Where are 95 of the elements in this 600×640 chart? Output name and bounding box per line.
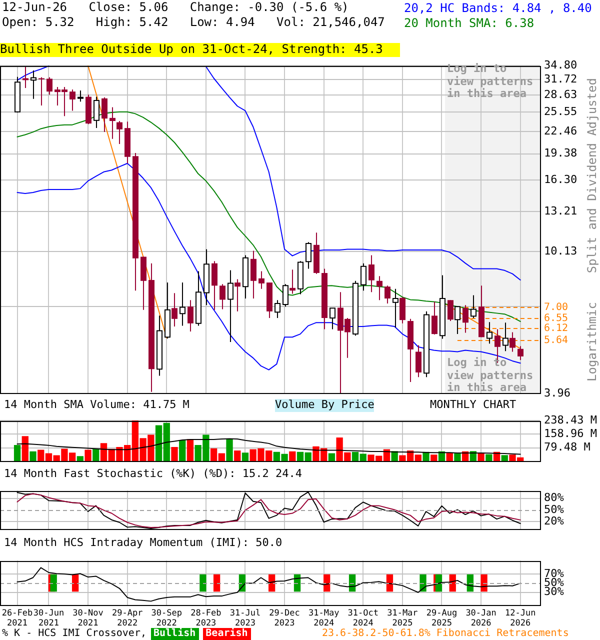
y-tick-label: 25.55: [544, 105, 578, 118]
candlestick: [462, 304, 468, 334]
bar: [430, 454, 438, 462]
candlestick: [110, 106, 116, 140]
x-tick-label: 12-Jun 2026: [504, 608, 536, 628]
bar: [478, 452, 484, 462]
y-tick-label: 80%: [544, 491, 564, 504]
bar: [446, 452, 453, 462]
x-tick-label: 30-Jun 2021: [33, 608, 64, 628]
candlestick: [258, 270, 264, 290]
x-tick-label: 28-Feb 2023: [190, 608, 222, 628]
y-tick-label: 20%: [544, 514, 564, 528]
candlestick: [384, 285, 390, 304]
candlestick: [518, 346, 524, 361]
y-tick-label: 34.80: [544, 58, 578, 72]
chart-title: 14 Month HCS Intraday Momentum (IMI): 50.0: [4, 536, 282, 550]
candlestick: [290, 269, 296, 294]
x-tick-label: 31-May 2024: [308, 608, 340, 628]
bar: [234, 450, 241, 462]
candlestick: [116, 120, 122, 144]
candlestick: [432, 301, 438, 336]
bar: [171, 447, 178, 462]
x-tick-label: 29-Aug 2025: [426, 608, 458, 628]
text: Logarithmic: [585, 302, 600, 382]
bar: [76, 456, 84, 462]
x-tick-label: 26-Feb 2021: [2, 608, 33, 628]
bar: [242, 452, 249, 462]
bar: [179, 440, 186, 462]
x-tick-label: 29-Dec 2023: [269, 608, 300, 628]
bar: [14, 444, 21, 462]
bar: [226, 438, 233, 462]
candlestick: [250, 250, 256, 299]
x-tick-label: 31-Mar 2025: [387, 608, 418, 628]
y-tick-label: 238.43 M: [544, 413, 598, 426]
ref-line-label: 6.12: [544, 323, 568, 334]
candlestick: [376, 276, 382, 301]
candlestick: [448, 300, 454, 322]
y-tick-label: 31.72: [544, 72, 578, 86]
candlestick: [234, 278, 240, 312]
x-tick-label: 29-Apr 2022: [112, 608, 143, 628]
ref-line-label: 6.55: [544, 313, 568, 324]
x-tick-label: 31-Oct 2024: [348, 608, 379, 628]
chart-title: 14 Month SMA Volume: 41.75 M: [4, 398, 190, 412]
text: 23.6-38.2-50-61.8% Fibonacci Retracements: [322, 628, 569, 639]
y-axis-title: Split and Dividend Adjusted: [585, 78, 600, 274]
candlestick: [172, 292, 178, 328]
bar: [486, 454, 492, 462]
bar: [454, 453, 461, 462]
ref-line-label: 5.64: [544, 335, 568, 346]
chart-title: 14 Month Fast Stochastic (%K) (%D): 15.2 24.4: [4, 467, 302, 481]
x-tick-label: 30-Nov 2021: [72, 608, 104, 628]
candlestick: [38, 76, 44, 106]
y-tick-label: 50%: [544, 502, 564, 516]
y-tick-label: 79.48 M: [544, 440, 591, 454]
text: Bullish: [150, 628, 199, 640]
y-tick-label: 16.30: [544, 172, 578, 186]
y-tick-label: 19.38: [544, 146, 578, 160]
y-tick-label: 158.96 M: [544, 427, 598, 440]
x-tick-label: 30-Sep 2022: [151, 608, 182, 628]
candlestick: [368, 254, 374, 293]
y-tick-label: 28.63: [544, 88, 578, 101]
candlestick: [416, 344, 422, 378]
bar: [289, 451, 296, 462]
candlestick: [220, 284, 226, 310]
y-tick-label: 13.21: [544, 204, 578, 218]
annotation: Log in to view patterns in this area: [447, 356, 534, 395]
y-tick-label: 22.46: [544, 124, 578, 138]
candlestick: [212, 260, 218, 310]
y-tick-label: 10.13: [544, 244, 578, 258]
bar: [84, 450, 92, 462]
candlestick: [188, 300, 194, 332]
text: 20,2 HC Bands: 4.84 , 8.40: [404, 1, 592, 16]
x-tick-label: 31-Jul 2023: [230, 608, 261, 628]
bar: [186, 439, 194, 462]
text: Volume By Price: [275, 398, 374, 412]
text: 20 Month SMA: 6.38: [404, 16, 536, 31]
candlestick: [102, 96, 108, 133]
y-tick-label: 3.96: [544, 386, 570, 400]
chart-subtitle: Open: 5.32 High: 5.42 Low: 4.94 Vol: 21,546,047: [2, 15, 385, 30]
ref-line-label: 7.00: [544, 302, 568, 314]
chart-title: 12-Jun-26 Close: 5.06 Change: -0.30 (-5.6 %): [2, 0, 349, 15]
candlestick: [70, 89, 76, 112]
candlestick: [400, 296, 406, 324]
bar: [501, 455, 508, 462]
bar: [92, 448, 100, 462]
x-tick-label: 30-Jan 2026: [466, 608, 496, 628]
text: Bearish: [202, 628, 251, 640]
legend-title: % K - HCS IMI Crossover,: [2, 628, 146, 640]
bar: [328, 453, 336, 462]
text: MONTHLY CHART: [430, 398, 516, 412]
candlestick: [510, 332, 516, 352]
bar: [22, 436, 28, 462]
candlestick: [46, 76, 52, 96]
bar: [30, 451, 36, 462]
text: Bullish Three Outside Up on 31-Oct-24, Strength: 45.3: [0, 42, 400, 57]
